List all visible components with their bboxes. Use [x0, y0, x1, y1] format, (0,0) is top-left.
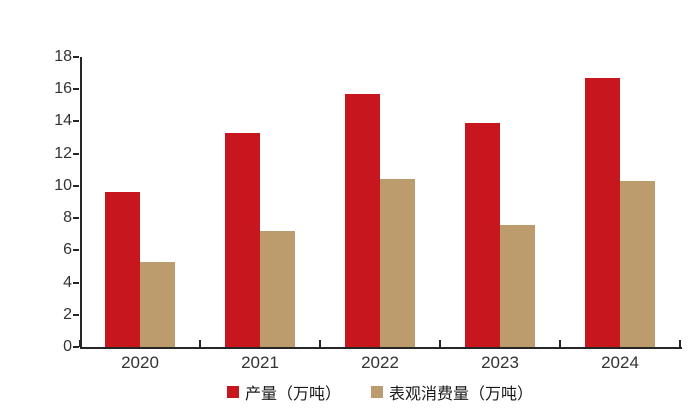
legend-label-consumption: 表观消费量（万吨） — [389, 386, 534, 403]
legend-item-production: 产量（万吨） — [226, 380, 341, 404]
y-axis-tick — [73, 88, 79, 91]
y-axis-tick — [73, 152, 79, 155]
bar-产量（万吨）-2022 — [345, 94, 380, 347]
x-axis-label: 2022 — [361, 353, 399, 372]
y-axis-tick-label: 0 — [63, 338, 72, 355]
y-axis-tick — [73, 184, 79, 187]
bar-表观消费量（万吨）-2021 — [260, 231, 295, 347]
x-axis-tick — [439, 340, 441, 347]
y-axis-tick-label: 2 — [63, 305, 72, 323]
bar-产量（万吨）-2023 — [465, 123, 500, 347]
x-axis-label: 2023 — [481, 353, 519, 372]
x-axis-tick — [199, 340, 201, 347]
legend-item-consumption: 表观消费量（万吨） — [371, 380, 533, 404]
bar-产量（万吨）-2020 — [105, 192, 140, 347]
x-axis-tick — [79, 340, 81, 347]
x-axis-tick — [559, 340, 561, 347]
x-axis-label: 2020 — [121, 353, 159, 372]
y-axis-tick-label: 8 — [63, 209, 72, 227]
plot-area — [80, 57, 682, 349]
y-axis-tick-label: 18 — [54, 48, 72, 65]
y-axis-tick — [73, 249, 79, 252]
bar-表观消费量（万吨）-2023 — [500, 224, 535, 347]
legend-label-production: 产量（万吨） — [244, 386, 341, 403]
legend-swatch-production — [226, 386, 239, 398]
legend-swatch-consumption — [371, 386, 383, 398]
y-axis-tick-label: 14 — [54, 112, 72, 130]
y-axis-tick — [73, 313, 79, 316]
y-axis-tick-label: 16 — [54, 80, 72, 98]
bar-表观消费量（万吨）-2024 — [620, 181, 655, 347]
y-axis-tick-label: 10 — [54, 176, 72, 194]
x-axis-label: 2024 — [601, 353, 639, 372]
y-axis-tick — [73, 56, 79, 58]
y-axis-tick-label: 6 — [63, 241, 72, 259]
x-axis-tick — [319, 340, 321, 347]
x-axis-label: 2021 — [241, 353, 279, 372]
y-axis-tick-label: 12 — [54, 144, 72, 162]
y-axis-tick-label: 4 — [63, 273, 72, 291]
legend: 产量（万吨） 表观消费量（万吨） — [80, 380, 680, 404]
bar-产量（万吨）-2024 — [585, 77, 620, 347]
y-axis-tick — [73, 217, 79, 220]
bar-产量（万吨）-2021 — [225, 132, 260, 347]
y-axis-tick — [73, 346, 79, 348]
bar-表观消费量（万吨）-2020 — [140, 261, 175, 347]
y-axis-tick — [73, 120, 79, 123]
y-axis-tick — [73, 281, 79, 284]
x-axis-tick — [679, 340, 681, 347]
bar-表观消费量（万吨）-2022 — [380, 179, 415, 347]
